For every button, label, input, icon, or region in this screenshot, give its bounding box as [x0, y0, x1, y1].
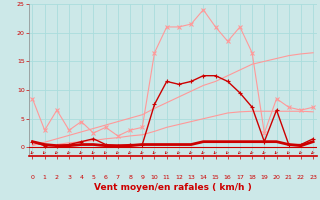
X-axis label: Vent moyen/en rafales ( km/h ): Vent moyen/en rafales ( km/h ) [94, 183, 252, 192]
